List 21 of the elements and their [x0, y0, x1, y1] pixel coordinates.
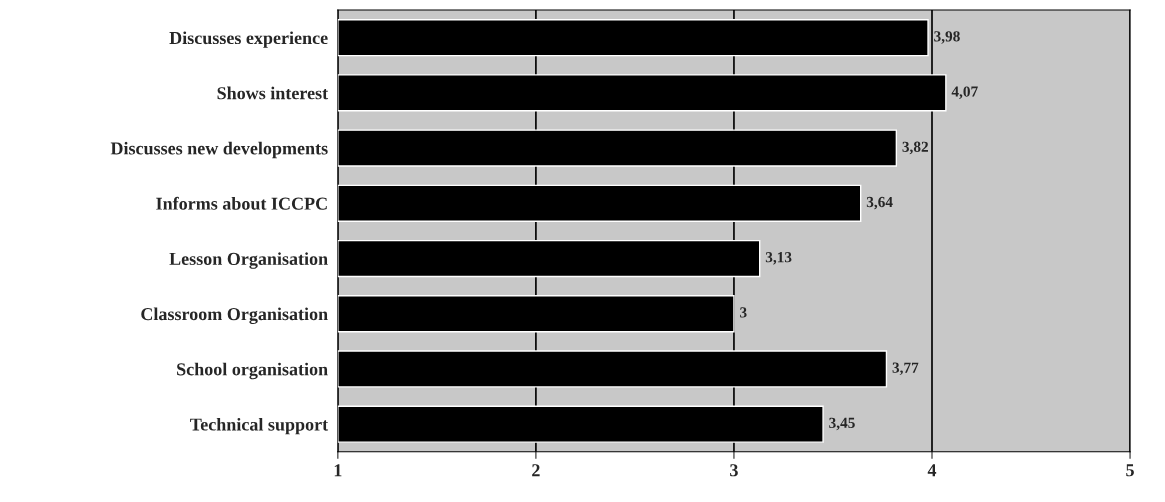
x-tick-label: 2	[532, 464, 540, 477]
y-tick-label: School organisation	[177, 362, 328, 380]
y-tick-label: Discusses experience	[169, 31, 328, 48]
data-label: 3,13	[765, 252, 792, 265]
data-label: 3,64	[866, 196, 893, 210]
y-tick-label: Lesson Organisation	[169, 252, 328, 269]
x-tick-label: 5	[1126, 464, 1134, 477]
y-tick-label: Informs about ICCPC	[156, 196, 327, 210]
data-label: 3,45	[829, 417, 855, 431]
y-tick-label: Discusses new developments	[110, 141, 328, 159]
y-tick-label: Shows interest	[217, 86, 329, 100]
y-tick-label: Classroom Organisation	[141, 307, 328, 324]
data-label: 3,77	[892, 362, 919, 376]
data-label: 3	[740, 307, 747, 318]
x-tick-label: 3	[730, 464, 738, 477]
x-tick-label: 4	[927, 464, 937, 477]
data-label: 4,07	[951, 86, 978, 99]
data-label: 3,82	[902, 141, 928, 155]
data-label: 3,98	[934, 31, 960, 44]
y-tick-label: Technical support	[190, 417, 329, 435]
x-tick-label: 1	[334, 464, 342, 477]
